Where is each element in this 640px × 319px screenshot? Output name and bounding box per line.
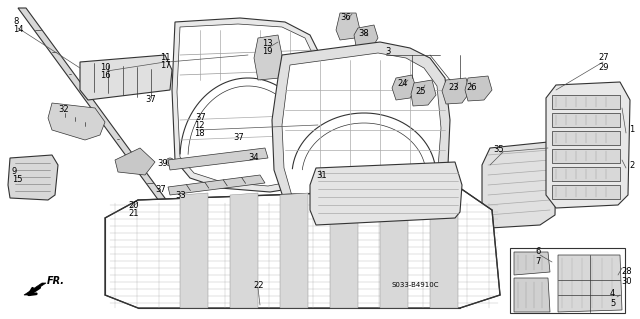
Polygon shape <box>8 155 58 200</box>
Text: 1: 1 <box>629 125 634 135</box>
Polygon shape <box>24 283 46 295</box>
Polygon shape <box>180 193 208 308</box>
Text: 37: 37 <box>145 95 156 105</box>
Text: 17: 17 <box>160 62 171 70</box>
Text: 39: 39 <box>157 159 168 167</box>
Text: 30: 30 <box>621 278 632 286</box>
Text: 38: 38 <box>358 28 369 38</box>
Text: 9: 9 <box>12 167 17 176</box>
Polygon shape <box>546 82 630 208</box>
Polygon shape <box>80 55 172 100</box>
Text: 27: 27 <box>598 53 609 62</box>
Text: 18: 18 <box>194 130 205 138</box>
Polygon shape <box>168 148 268 170</box>
Circle shape <box>166 158 174 166</box>
Text: 12: 12 <box>194 122 205 130</box>
Text: 21: 21 <box>128 209 138 218</box>
Text: 32: 32 <box>58 106 68 115</box>
Polygon shape <box>168 175 265 195</box>
Text: 29: 29 <box>598 63 609 71</box>
Text: 23: 23 <box>448 83 459 92</box>
Polygon shape <box>392 75 416 100</box>
Text: 11: 11 <box>160 54 170 63</box>
Polygon shape <box>442 78 470 104</box>
Text: 5: 5 <box>610 300 615 308</box>
Polygon shape <box>254 35 282 80</box>
Text: 33: 33 <box>175 190 186 199</box>
Polygon shape <box>336 13 360 40</box>
Text: 7: 7 <box>535 257 540 266</box>
Circle shape <box>211 171 219 179</box>
Text: 31: 31 <box>316 170 326 180</box>
Text: 22: 22 <box>253 280 264 290</box>
Polygon shape <box>330 193 358 308</box>
Text: 6: 6 <box>535 248 540 256</box>
Text: 36: 36 <box>340 12 351 21</box>
Bar <box>510 248 625 313</box>
Polygon shape <box>354 25 378 48</box>
Text: 34: 34 <box>248 152 259 161</box>
Polygon shape <box>411 80 436 106</box>
Bar <box>552 95 620 109</box>
Circle shape <box>40 167 45 173</box>
Text: 25: 25 <box>415 86 426 95</box>
Text: 28: 28 <box>621 268 632 277</box>
Polygon shape <box>230 193 258 308</box>
Bar <box>552 167 620 181</box>
Circle shape <box>40 186 45 190</box>
Text: 2: 2 <box>629 160 634 169</box>
Bar <box>552 149 620 163</box>
Polygon shape <box>280 193 308 308</box>
Polygon shape <box>282 53 441 216</box>
Text: 10: 10 <box>100 63 111 71</box>
Text: 37: 37 <box>195 114 205 122</box>
Text: 20: 20 <box>128 201 138 210</box>
Text: 8: 8 <box>13 18 19 26</box>
Polygon shape <box>514 278 550 312</box>
Polygon shape <box>318 114 345 148</box>
Circle shape <box>17 186 22 190</box>
Text: FR.: FR. <box>47 276 65 286</box>
Polygon shape <box>18 8 170 205</box>
Polygon shape <box>514 252 550 275</box>
Text: 14: 14 <box>13 26 24 34</box>
Text: 26: 26 <box>466 83 477 92</box>
Polygon shape <box>48 103 105 140</box>
Text: 37: 37 <box>155 186 166 195</box>
Circle shape <box>191 164 199 172</box>
Polygon shape <box>482 142 556 228</box>
Bar <box>552 185 620 199</box>
Text: 4: 4 <box>610 290 615 299</box>
Polygon shape <box>465 76 492 101</box>
Text: S033-B4910C: S033-B4910C <box>392 282 440 288</box>
Polygon shape <box>115 148 155 175</box>
Circle shape <box>193 166 197 170</box>
Text: 3: 3 <box>385 48 390 56</box>
Text: 24: 24 <box>397 78 408 87</box>
Text: 16: 16 <box>100 70 111 79</box>
Polygon shape <box>172 18 320 192</box>
Polygon shape <box>105 188 500 308</box>
Polygon shape <box>177 24 314 186</box>
Circle shape <box>17 167 22 173</box>
Text: 37: 37 <box>233 133 244 143</box>
Text: 35: 35 <box>493 145 504 153</box>
Bar <box>552 131 620 145</box>
Text: 15: 15 <box>12 175 22 184</box>
Circle shape <box>213 173 217 177</box>
Text: 13: 13 <box>262 39 273 48</box>
Polygon shape <box>430 193 458 308</box>
Polygon shape <box>558 255 622 312</box>
Polygon shape <box>380 193 408 308</box>
Text: 19: 19 <box>262 47 273 56</box>
Polygon shape <box>272 42 450 222</box>
Circle shape <box>168 160 172 164</box>
Polygon shape <box>310 162 462 225</box>
Bar <box>552 113 620 127</box>
